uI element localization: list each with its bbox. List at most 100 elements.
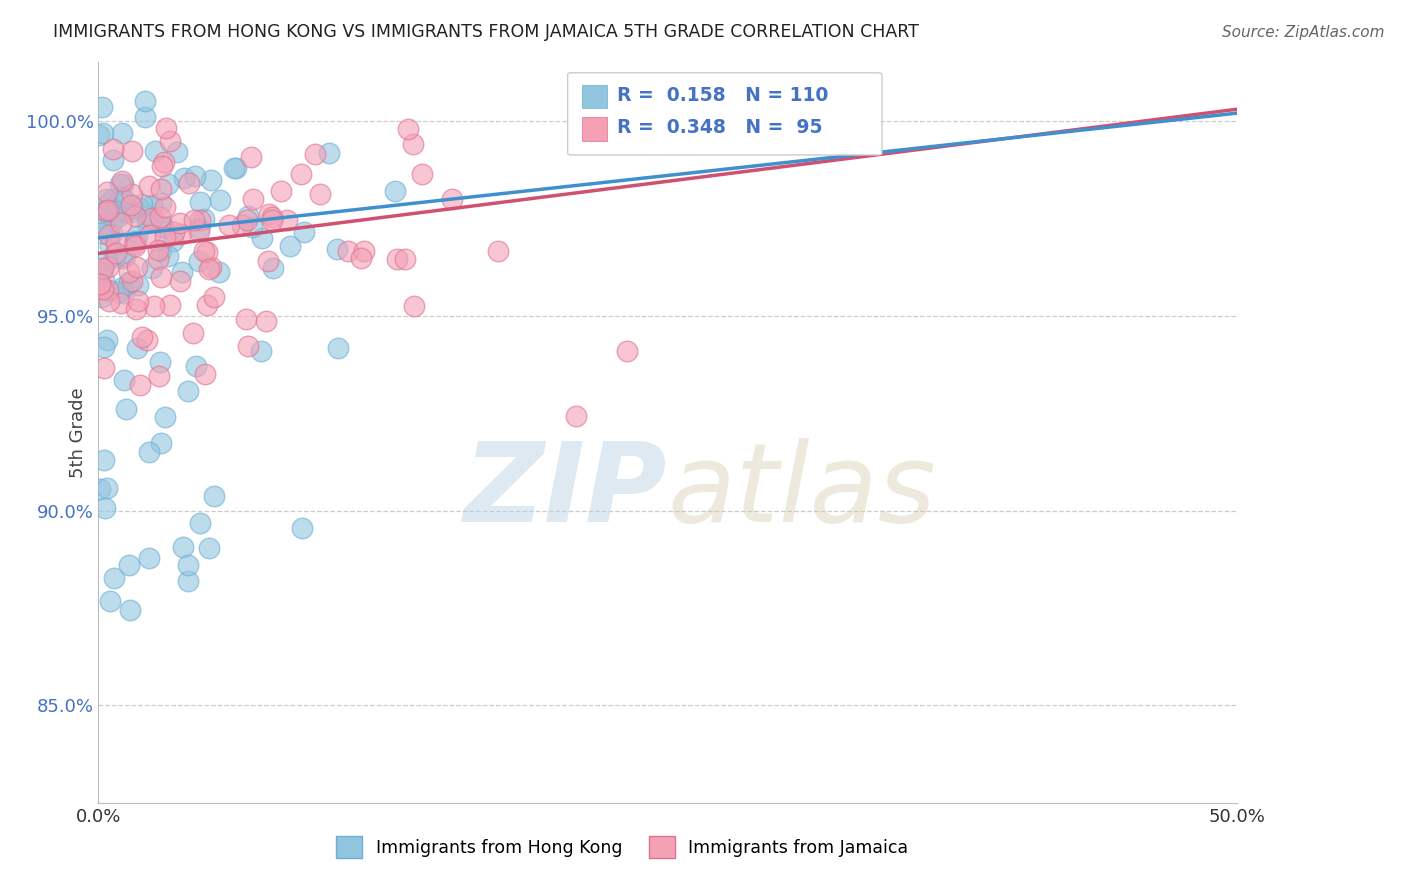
Point — [173, 171, 195, 186]
Point — [105, 235, 128, 250]
Point — [141, 198, 163, 212]
Point — [105, 204, 128, 219]
Point — [125, 228, 148, 243]
Point — [183, 169, 205, 183]
Point — [150, 244, 173, 258]
Point — [111, 252, 134, 266]
Point — [240, 150, 263, 164]
Point — [93, 273, 115, 287]
Point — [134, 110, 156, 124]
Point — [94, 204, 117, 219]
Point — [96, 481, 118, 495]
Point — [262, 261, 284, 276]
Point — [125, 302, 148, 317]
Point — [224, 161, 246, 176]
Point — [225, 161, 247, 175]
Point — [110, 295, 132, 310]
Point — [93, 361, 115, 376]
Point — [194, 367, 217, 381]
Point — [96, 333, 118, 347]
Point — [616, 344, 638, 359]
Point — [411, 167, 433, 181]
Point — [138, 178, 160, 193]
Point — [104, 202, 127, 216]
Point — [98, 227, 121, 242]
Text: IMMIGRANTS FROM HONG KONG VS IMMIGRANTS FROM JAMAICA 5TH GRADE CORRELATION CHART: IMMIGRANTS FROM HONG KONG VS IMMIGRANTS … — [53, 23, 918, 41]
Point — [384, 185, 406, 199]
Point — [131, 330, 153, 344]
Point — [120, 198, 142, 212]
Point — [128, 378, 150, 392]
Point — [252, 231, 274, 245]
Point — [152, 159, 174, 173]
Point — [242, 193, 264, 207]
Point — [202, 290, 225, 304]
Point — [97, 260, 120, 275]
Point — [107, 285, 129, 299]
Point — [159, 134, 181, 148]
Point — [148, 369, 170, 384]
Point — [121, 187, 143, 202]
Point — [172, 265, 194, 279]
Point — [146, 252, 169, 267]
Point — [138, 227, 160, 242]
Point — [153, 230, 176, 244]
Point — [108, 210, 131, 224]
Point — [202, 489, 225, 503]
Point — [156, 178, 179, 192]
Point — [200, 172, 222, 186]
Point — [97, 202, 120, 217]
Point — [101, 193, 124, 207]
Point — [94, 501, 117, 516]
Point — [118, 205, 141, 219]
Point — [129, 201, 152, 215]
Point — [114, 205, 136, 219]
Point — [209, 194, 232, 208]
Point — [236, 213, 259, 227]
Point — [110, 216, 132, 230]
Point — [89, 277, 111, 292]
Point — [236, 209, 259, 223]
Point — [105, 245, 128, 260]
Point — [150, 220, 173, 235]
Point — [326, 341, 349, 355]
Point — [141, 211, 163, 226]
Point — [98, 239, 121, 253]
Point — [200, 260, 222, 275]
Point — [127, 294, 149, 309]
Point — [231, 218, 253, 232]
Point — [235, 312, 257, 326]
Point — [250, 343, 273, 358]
Point — [565, 409, 588, 423]
Point — [326, 242, 349, 256]
Point — [101, 226, 124, 240]
FancyBboxPatch shape — [568, 73, 882, 155]
Point — [114, 249, 136, 263]
Point — [122, 236, 145, 251]
Point — [118, 265, 141, 279]
Point — [159, 298, 181, 312]
Point — [197, 298, 219, 312]
Point — [486, 244, 509, 258]
Point — [153, 410, 176, 425]
Point — [336, 244, 359, 259]
Point — [256, 253, 278, 268]
Point — [198, 541, 221, 555]
Point — [166, 145, 188, 159]
Point — [96, 253, 118, 268]
Point — [96, 193, 118, 207]
Point — [115, 402, 138, 417]
Point — [208, 265, 231, 279]
Point — [94, 203, 117, 218]
Point — [124, 239, 146, 253]
Point — [96, 185, 118, 199]
Point — [112, 280, 135, 294]
Point — [188, 212, 211, 227]
Point — [353, 244, 375, 258]
Point — [98, 293, 121, 308]
Point — [260, 213, 283, 227]
Point — [91, 217, 114, 231]
Point — [197, 262, 219, 277]
Point — [103, 571, 125, 585]
Point — [108, 178, 131, 192]
